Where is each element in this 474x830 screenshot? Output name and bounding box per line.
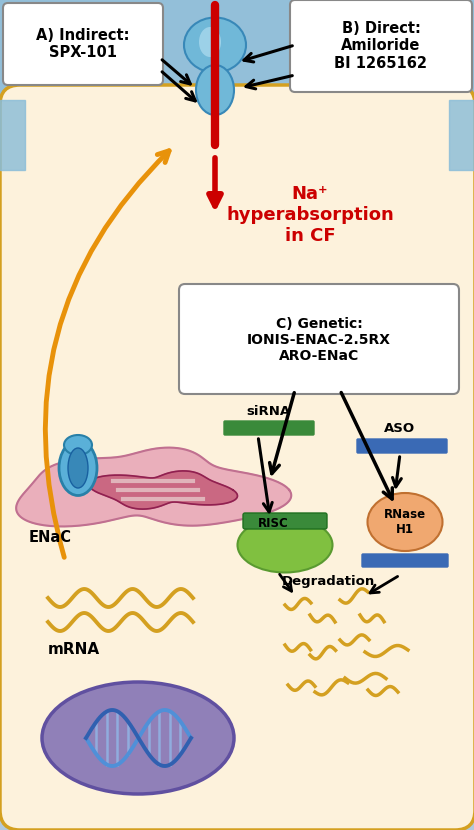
Text: Na⁺
hyperabsorption
in CF: Na⁺ hyperabsorption in CF xyxy=(226,185,394,245)
Text: ENaC: ENaC xyxy=(28,530,72,545)
Ellipse shape xyxy=(196,65,234,115)
Text: C) Genetic:
IONIS-ENAC-2.5RX
ARO-ENaC: C) Genetic: IONIS-ENAC-2.5RX ARO-ENaC xyxy=(247,317,391,364)
Text: mRNA: mRNA xyxy=(48,642,100,657)
Ellipse shape xyxy=(184,17,246,72)
FancyBboxPatch shape xyxy=(290,0,472,92)
Text: RISC: RISC xyxy=(258,517,289,530)
FancyArrowPatch shape xyxy=(46,151,169,557)
Ellipse shape xyxy=(64,435,92,455)
FancyBboxPatch shape xyxy=(0,85,474,830)
Bar xyxy=(0,100,25,170)
Ellipse shape xyxy=(237,517,332,573)
Text: B) Direct:
Amiloride
BI 1265162: B) Direct: Amiloride BI 1265162 xyxy=(335,21,428,71)
Text: Degradation: Degradation xyxy=(282,575,374,588)
Bar xyxy=(449,100,474,170)
FancyBboxPatch shape xyxy=(224,421,314,435)
Text: RNase
H1: RNase H1 xyxy=(384,508,426,536)
Text: siRNA: siRNA xyxy=(246,405,290,418)
FancyBboxPatch shape xyxy=(3,3,163,85)
FancyBboxPatch shape xyxy=(357,439,447,453)
Ellipse shape xyxy=(68,448,88,488)
FancyBboxPatch shape xyxy=(179,284,459,394)
Polygon shape xyxy=(89,471,237,509)
Text: A) Indirect:
SPX-101: A) Indirect: SPX-101 xyxy=(36,27,130,61)
FancyBboxPatch shape xyxy=(243,513,327,529)
Ellipse shape xyxy=(199,27,221,57)
Ellipse shape xyxy=(367,493,443,551)
FancyBboxPatch shape xyxy=(362,554,448,567)
Ellipse shape xyxy=(42,682,234,794)
FancyBboxPatch shape xyxy=(0,0,474,145)
Polygon shape xyxy=(16,447,291,526)
Text: ASO: ASO xyxy=(384,422,416,435)
Ellipse shape xyxy=(59,441,97,496)
